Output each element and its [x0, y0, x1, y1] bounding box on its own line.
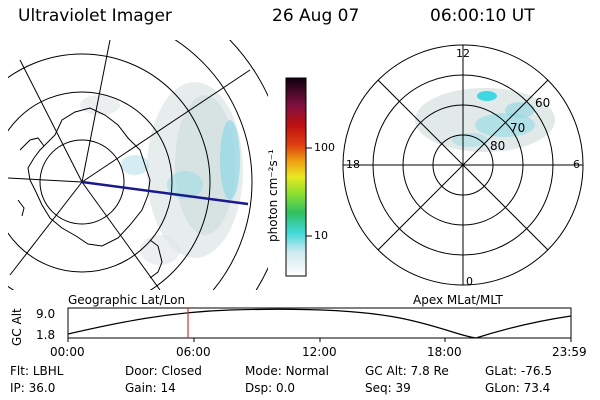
- status-glon: GLon: 73.4: [485, 381, 551, 395]
- altitude-ytick-high: 9.0: [36, 307, 56, 321]
- right-panel-caption: Apex MLat/MLT: [413, 293, 503, 307]
- altitude-plot: [67, 307, 572, 342]
- geographic-map: [8, 40, 268, 290]
- continent-outline: [27, 107, 151, 247]
- status-gc-alt: GC Alt: 7.8 Re: [365, 364, 449, 378]
- status-flt: Flt: LBHL: [10, 364, 64, 378]
- colorbar: [285, 77, 307, 277]
- mlt-label-right: 6: [573, 158, 580, 171]
- status-seq: Seq: 39: [365, 381, 411, 395]
- left-panel-caption: Geographic Lat/Lon: [68, 293, 186, 307]
- altitude-xtick-1: 06:00: [176, 345, 211, 359]
- status-door: Door: Closed: [125, 364, 202, 378]
- altitude-xtick-3: 18:00: [427, 345, 462, 359]
- mlat-label-60: 60: [535, 96, 551, 110]
- altitude-xtick-0: 00:00: [50, 345, 85, 359]
- altitude-xtick-4: 23:59: [552, 345, 587, 359]
- colorbar-tick-100: 100: [314, 141, 335, 154]
- mlt-label-bottom: 0: [466, 275, 473, 288]
- mlt-label-left: 18: [346, 158, 360, 171]
- altitude-xtick-2: 12:00: [302, 345, 337, 359]
- colorbar-unit-label: photon cm⁻²s⁻¹: [266, 149, 280, 242]
- app-title: Ultraviolet Imager: [18, 6, 172, 26]
- altitude-ytick-low: 1.8: [36, 328, 56, 342]
- altitude-ylabel: GC Alt: [10, 308, 24, 346]
- apex-polar-plot: [342, 44, 584, 286]
- mlat-label-70: 70: [510, 121, 526, 135]
- aurora-emission-left: [80, 82, 243, 265]
- status-dsp: Dsp: 0.0: [245, 381, 296, 395]
- ground-trace: [81, 180, 249, 206]
- time-label: 06:00:10 UT: [430, 6, 535, 26]
- status-gain: Gain: 14: [125, 381, 176, 395]
- colorbar-tick-10: 10: [314, 229, 328, 242]
- status-glat: GLat: -76.5: [485, 364, 552, 378]
- status-ip: IP: 36.0: [10, 381, 56, 395]
- mlt-label-top: 12: [456, 47, 470, 60]
- altitude-curve: [67, 308, 572, 339]
- mlat-label-80: 80: [490, 139, 506, 153]
- date-label: 26 Aug 07: [272, 6, 360, 26]
- status-mode: Mode: Normal: [245, 364, 329, 378]
